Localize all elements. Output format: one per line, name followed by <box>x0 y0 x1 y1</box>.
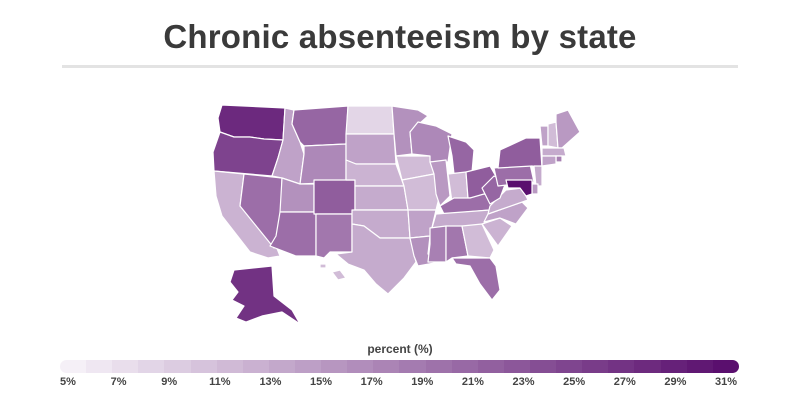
state-sd <box>345 133 397 165</box>
legend-swatch <box>399 360 426 373</box>
legend-tick-label: 17% <box>360 376 383 388</box>
legend-tick-label: 25% <box>563 376 586 388</box>
state-hi <box>319 263 347 281</box>
state-tx <box>335 223 417 295</box>
legend-swatch <box>347 360 374 373</box>
state-mt <box>291 105 349 147</box>
state-ma <box>541 147 567 157</box>
legend-title: percent (%) <box>367 342 433 356</box>
state-fl <box>451 257 501 301</box>
legend-tick-label: 29% <box>664 376 687 388</box>
legend-tick-label: 23% <box>512 376 535 388</box>
state-ri <box>555 155 563 163</box>
legend-tick-label: 5% <box>60 376 76 388</box>
state-mi <box>447 135 475 175</box>
legend-swatch <box>686 360 713 373</box>
legend-swatch <box>268 360 295 373</box>
state-nm <box>315 213 353 259</box>
legend-tick-label: 7% <box>110 376 127 388</box>
legend-swatch <box>425 360 452 373</box>
legend-swatch <box>373 360 400 373</box>
state-ct <box>541 155 557 167</box>
title-divider <box>62 65 738 68</box>
legend-swatch <box>294 360 322 373</box>
legend-swatch <box>242 360 269 373</box>
state-ny <box>497 137 543 169</box>
state-ms <box>427 225 447 263</box>
legend-swatch <box>321 360 348 373</box>
legend-tick-label: 15% <box>310 376 333 388</box>
state-nj <box>533 165 543 187</box>
state-vt <box>539 125 549 147</box>
legend-swatch <box>608 360 635 373</box>
state-ks <box>354 185 409 211</box>
state-al <box>445 225 469 263</box>
legend-swatch <box>216 360 243 373</box>
state-de <box>531 183 539 195</box>
legend-swatch <box>60 360 87 373</box>
legend-tick-label: 19% <box>411 376 434 388</box>
legend-swatch <box>660 360 687 373</box>
legend-swatch <box>477 360 504 373</box>
state-wy <box>299 143 347 185</box>
legend-tick-labels: 5% 7% 9% 11% 13% 15% 17% 19% 21% 23% 25% 27% 29% 31% <box>0 376 800 392</box>
legend-swatch <box>190 360 217 373</box>
state-ak <box>229 265 301 325</box>
legend-swatch <box>112 360 139 373</box>
legend-tick-label: 9% <box>161 376 178 388</box>
legend-swatch <box>86 360 113 373</box>
legend-swatch <box>529 360 557 373</box>
legend-color-scale <box>60 360 739 373</box>
legend-tick-label: 31% <box>714 376 738 388</box>
state-me <box>555 109 581 149</box>
legend-swatch <box>634 360 661 373</box>
state-md <box>505 179 533 197</box>
state-co <box>313 179 356 215</box>
state-ga <box>461 223 495 259</box>
legend-tick-label: 27% <box>613 376 636 388</box>
state-nd <box>345 105 395 135</box>
legend-swatch <box>138 360 165 373</box>
legend-swatch <box>164 360 191 373</box>
state-ne <box>345 159 405 187</box>
legend-swatch <box>582 360 609 373</box>
legend-tick-label: 13% <box>259 376 282 388</box>
legend-swatch <box>503 360 530 373</box>
legend-swatch <box>712 360 739 373</box>
legend-swatch <box>556 360 583 373</box>
legend-tick-label: 11% <box>209 376 231 388</box>
chart-title: Chronic absenteeism by state <box>163 18 637 55</box>
legend-tick-label: 21% <box>461 376 484 388</box>
legend-swatch <box>451 360 478 373</box>
